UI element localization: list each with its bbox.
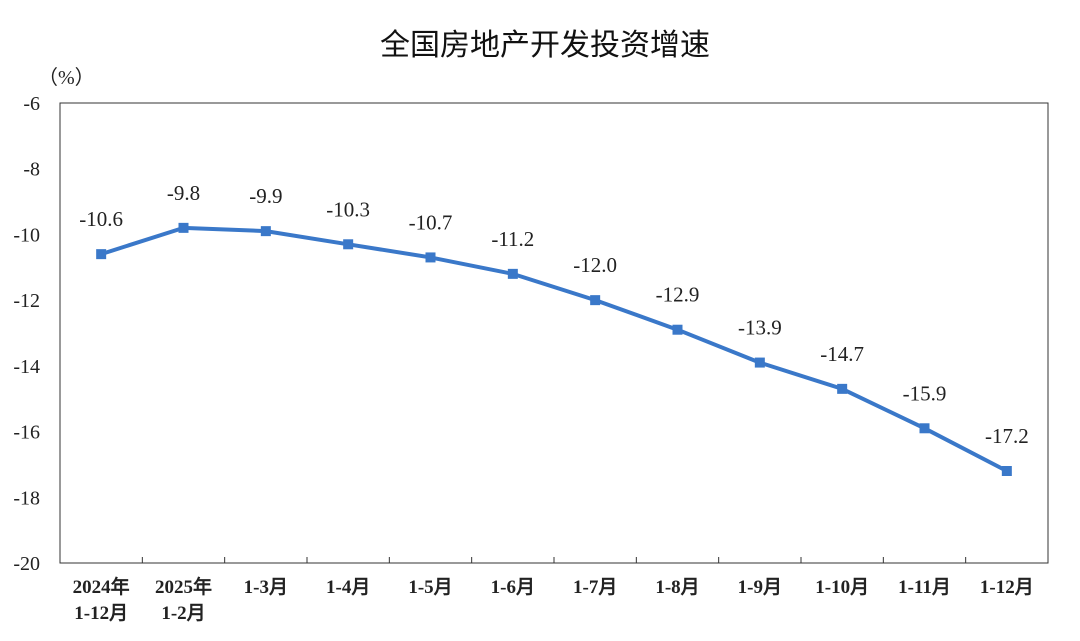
x-tick-label: 1-12月 (980, 577, 1034, 598)
data-label: -13.9 (738, 316, 782, 340)
data-labels: -10.6 -9.8 -9.9 -10.3 -10.7 -11.2 -12.0 -12.9 -1… (79, 181, 1028, 448)
data-label: -9.9 (249, 184, 282, 208)
x-tick-label: 1-7月 (573, 577, 617, 598)
data-label: -17.2 (985, 424, 1029, 448)
y-axis: -6 -8 -10 -12 -14 -16 -18 -20 (13, 93, 40, 575)
data-points (96, 222, 1012, 476)
x-tick-label: 1-12月 (74, 603, 128, 624)
plot-area-frame (59, 102, 1049, 564)
data-label: -9.8 (167, 181, 200, 205)
data-point (178, 222, 189, 233)
data-label: -12.0 (573, 253, 617, 277)
x-tick-label: 1-10月 (815, 577, 869, 598)
data-point (260, 226, 271, 237)
x-tick-label: 1-8月 (655, 577, 699, 598)
y-tick-label: -14 (13, 356, 40, 378)
y-tick-label: -18 (13, 487, 40, 509)
data-point (507, 268, 518, 279)
y-tick-label: -8 (23, 159, 40, 181)
x-tick-label: 1-2月 (161, 603, 205, 624)
x-tick-label: 1-5月 (408, 577, 452, 598)
data-label: -10.3 (326, 197, 370, 221)
y-tick-label: -20 (13, 553, 40, 575)
chart-title: 全国房地产开发投资增速 (380, 28, 710, 63)
data-point (837, 383, 848, 394)
x-tick-label: 1-11月 (898, 577, 951, 598)
data-point (343, 239, 354, 250)
data-label: -10.6 (79, 207, 123, 231)
data-label: -14.7 (820, 342, 864, 366)
data-label: -10.7 (409, 210, 453, 234)
data-point (96, 249, 107, 260)
data-point (1001, 466, 1012, 476)
data-point (590, 295, 601, 306)
data-label: -11.2 (491, 227, 534, 251)
data-point (919, 423, 930, 434)
data-point (425, 252, 436, 263)
x-tick-label: 1-3月 (244, 577, 288, 598)
data-label: -12.9 (656, 283, 700, 307)
series-line (99, 225, 1009, 473)
y-unit-label: （%） (38, 66, 95, 89)
x-tick-label: 2024年 (73, 575, 130, 598)
data-label: -15.9 (903, 381, 947, 405)
x-tick-label: 1-4月 (326, 577, 370, 598)
y-tick-label: -10 (13, 224, 40, 246)
x-tick-label: 2025年 (155, 575, 212, 598)
x-tick-label: 1-6月 (491, 577, 535, 598)
y-tick-label: -12 (13, 290, 40, 312)
x-tick-label: 1-9月 (738, 577, 782, 598)
y-tick-label: -6 (23, 93, 40, 115)
y-tick-label: -16 (13, 422, 40, 444)
data-point (672, 324, 683, 335)
x-axis: 2024年 1-12月 2025年 1-2月 1-3月 1-4月 1-5月 1-6月 1-7月 1… (73, 557, 1034, 624)
data-point (754, 357, 765, 368)
